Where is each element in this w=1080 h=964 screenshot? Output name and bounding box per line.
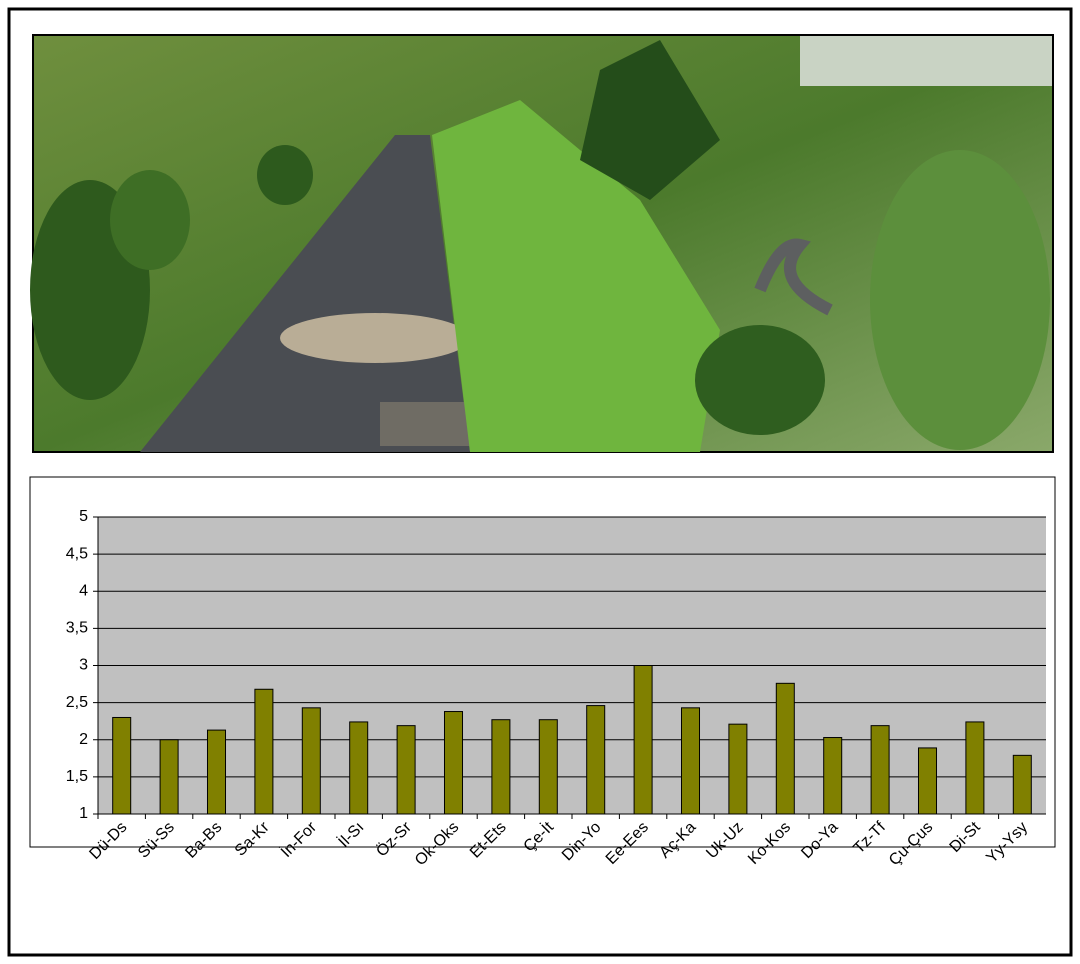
y-tick-label: 3,5 — [66, 620, 88, 637]
bar — [728, 723, 748, 815]
bar — [206, 729, 227, 815]
bar — [301, 707, 321, 815]
bar — [1012, 754, 1032, 815]
y-tick-label: 1,5 — [66, 768, 88, 785]
bar — [917, 747, 938, 815]
y-tick-label: 2,5 — [66, 694, 88, 711]
bar — [538, 719, 558, 815]
y-tick-label: 3 — [79, 657, 88, 674]
y-tick-label: 4,5 — [66, 545, 88, 562]
bar — [870, 725, 890, 815]
bar — [254, 688, 274, 815]
bar — [396, 725, 416, 815]
bar — [349, 721, 369, 815]
bar — [159, 739, 179, 815]
y-tick-label: 1 — [79, 805, 88, 822]
bar — [965, 721, 985, 815]
bar — [586, 705, 606, 815]
bar — [491, 719, 511, 815]
bar — [680, 707, 701, 815]
y-tick-label: 5 — [79, 508, 88, 525]
bar — [112, 716, 132, 815]
bar — [443, 711, 464, 815]
y-tick-label: 2 — [79, 731, 88, 748]
photo — [30, 34, 1054, 453]
bar — [633, 665, 653, 815]
y-tick-label: 4 — [79, 582, 88, 599]
bar — [823, 737, 843, 815]
bar — [775, 682, 795, 815]
